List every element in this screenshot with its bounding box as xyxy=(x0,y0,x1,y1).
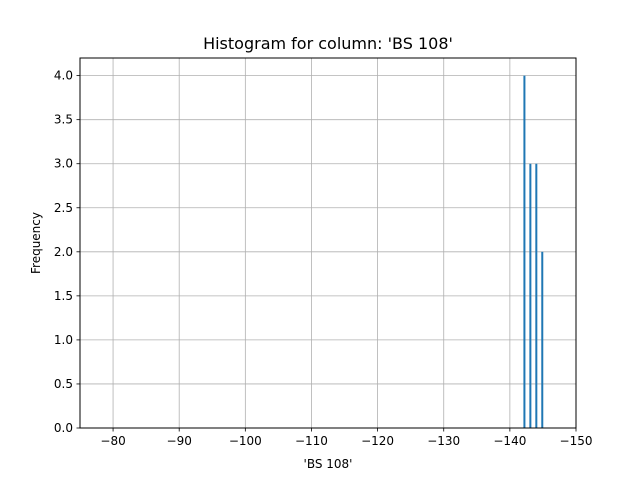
y-tick-label: 2.5 xyxy=(54,201,73,215)
histogram-bar xyxy=(535,163,538,428)
y-tick-label: 0.0 xyxy=(54,421,73,435)
y-tick-label: 1.5 xyxy=(54,289,73,303)
histogram-bar xyxy=(529,163,532,428)
y-tick-label: 4.0 xyxy=(54,69,73,83)
y-tick-label: 3.0 xyxy=(54,157,73,171)
histogram-bar xyxy=(523,75,526,428)
y-tick-label: 1.0 xyxy=(54,333,73,347)
plot-area xyxy=(80,58,576,428)
x-tick-label: −150 xyxy=(560,434,593,448)
histogram-bar xyxy=(541,251,544,428)
y-axis-ticks: 0.0 0.5 1.0 1.5 2.0 2.5 3.0 3.5 4.0 xyxy=(54,69,80,435)
x-tick-label: −100 xyxy=(229,434,262,448)
y-tick-label: 0.5 xyxy=(54,377,73,391)
x-tick-label: −90 xyxy=(167,434,192,448)
x-tick-label: −130 xyxy=(427,434,460,448)
x-tick-label: −80 xyxy=(100,434,125,448)
x-axis-ticks: −80 −90 −100 −110 −120 −130 −140 −150 xyxy=(100,428,592,448)
y-tick-label: 2.0 xyxy=(54,245,73,259)
x-axis-label: 'BS 108' xyxy=(304,457,353,471)
y-tick-label: 3.5 xyxy=(54,113,73,127)
y-axis-label: Frequency xyxy=(29,212,43,274)
plot-frame xyxy=(79,57,577,429)
histogram-bars xyxy=(523,75,544,428)
x-tick-label: −110 xyxy=(295,434,328,448)
x-tick-label: −120 xyxy=(361,434,394,448)
x-tick-label: −140 xyxy=(493,434,526,448)
chart-title: Histogram for column: 'BS 108' xyxy=(203,34,453,53)
